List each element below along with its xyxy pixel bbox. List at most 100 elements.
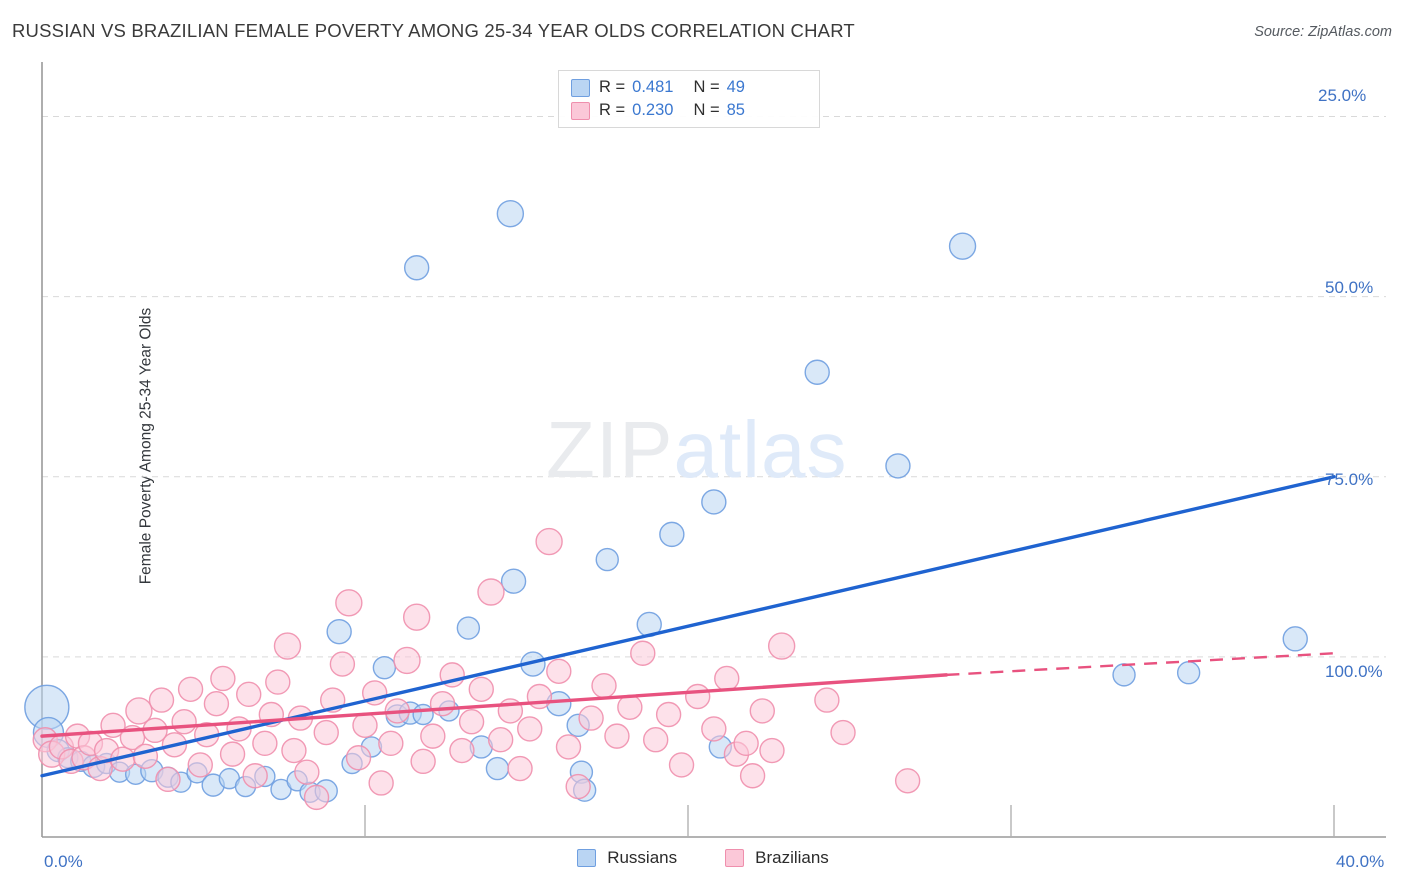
data-point — [273, 632, 302, 660]
data-point — [449, 737, 475, 764]
data-point — [477, 578, 505, 606]
page-title: RUSSIAN VS BRAZILIAN FEMALE POVERTY AMON… — [12, 20, 855, 41]
legend-label-brazilians: Brazilians — [755, 848, 829, 867]
data-point — [630, 640, 656, 666]
data-point — [714, 665, 740, 692]
data-point — [894, 768, 921, 794]
legend-item-russians[interactable]: Russians — [577, 848, 677, 868]
data-point — [814, 687, 840, 713]
data-point — [555, 734, 582, 760]
data-point — [412, 703, 434, 726]
data-point — [372, 655, 397, 680]
data-point — [517, 716, 543, 742]
y-tick-label-100: 25.0% — [1318, 86, 1367, 105]
data-point — [578, 705, 604, 731]
trendline-brazilians — [40, 673, 949, 738]
data-point — [329, 651, 356, 677]
data-point — [335, 589, 363, 617]
data-point — [830, 719, 856, 746]
data-point — [125, 697, 153, 725]
data-point — [458, 709, 485, 735]
data-point — [804, 359, 830, 385]
data-point — [326, 618, 352, 645]
data-point — [187, 752, 213, 778]
russians-legend-swatch-icon — [577, 849, 597, 867]
data-point — [352, 712, 378, 739]
y-tick-label-75: 50.0% — [1325, 278, 1374, 297]
x-tick-label-max: 40.0% — [1336, 852, 1385, 871]
n-value-russians: 49 — [726, 78, 745, 96]
data-point — [948, 232, 977, 260]
data-point — [604, 723, 630, 749]
data-point — [535, 527, 563, 556]
data-point — [345, 745, 372, 771]
data-point — [203, 690, 230, 717]
data-point — [219, 741, 246, 767]
data-point — [487, 727, 514, 753]
data-point — [701, 489, 727, 515]
y-tick-label-25: 100.0% — [1325, 662, 1383, 681]
data-point — [171, 709, 197, 735]
data-point — [1282, 626, 1308, 652]
data-point — [684, 683, 711, 710]
data-point — [132, 743, 159, 769]
y-tick-label-50: 75.0% — [1325, 470, 1374, 489]
data-point — [210, 665, 236, 692]
n-label-brazilians: N = — [693, 101, 720, 119]
brazilians-legend-swatch-icon — [725, 849, 745, 867]
series-points-brazilians — [32, 527, 921, 811]
data-point — [701, 716, 727, 742]
data-point — [591, 672, 617, 699]
data-point — [1112, 663, 1136, 687]
data-point — [485, 756, 510, 781]
data-point — [378, 730, 404, 757]
data-point — [655, 701, 682, 728]
data-point — [456, 616, 481, 640]
r-value-russians: 0.481 — [632, 78, 674, 96]
data-point — [368, 770, 394, 796]
data-point — [767, 632, 796, 660]
data-point — [177, 676, 204, 702]
data-point — [565, 773, 591, 800]
data-point — [759, 737, 785, 764]
trendline-russians — [40, 475, 1336, 778]
legend-label-russians: Russians — [607, 848, 678, 867]
n-label-russians: N = — [693, 78, 720, 96]
data-point — [749, 698, 775, 724]
data-point — [595, 547, 619, 572]
data-point — [1176, 661, 1201, 685]
stat-row-russians: R = 0.481 N = 49 — [571, 76, 809, 99]
data-point — [500, 568, 527, 594]
data-point — [410, 748, 436, 775]
data-point — [148, 687, 175, 713]
data-point — [393, 646, 421, 675]
data-point — [546, 658, 572, 684]
data-point — [617, 694, 643, 720]
r-value-brazilians: 0.230 — [632, 101, 674, 119]
stat-row-brazilians: R = 0.230 N = 85 — [571, 99, 809, 122]
n-value-brazilians: 85 — [726, 101, 745, 119]
data-point — [507, 755, 533, 782]
source-attribution: Source: ZipAtlas.com — [1254, 24, 1392, 40]
data-point — [659, 521, 685, 548]
data-point — [668, 752, 695, 778]
data-point — [885, 453, 911, 479]
data-point — [281, 737, 307, 764]
data-point — [420, 723, 446, 749]
data-point — [155, 766, 181, 793]
correlation-stats-legend: R = 0.481 N = 49 R = 0.230 N = 85 — [558, 70, 820, 128]
series-legend: Russians Brazilians — [0, 848, 1406, 868]
legend-item-brazilians[interactable]: Brazilians — [725, 848, 829, 868]
data-point — [739, 763, 766, 789]
data-point — [526, 683, 553, 710]
russians-swatch-icon — [571, 78, 590, 97]
data-point — [402, 603, 431, 631]
r-label-brazilians: R = — [599, 101, 626, 119]
data-point — [313, 719, 339, 746]
brazilians-swatch-icon — [571, 101, 590, 120]
data-point — [496, 200, 525, 228]
r-label-russians: R = — [599, 78, 626, 96]
data-point — [252, 730, 278, 757]
